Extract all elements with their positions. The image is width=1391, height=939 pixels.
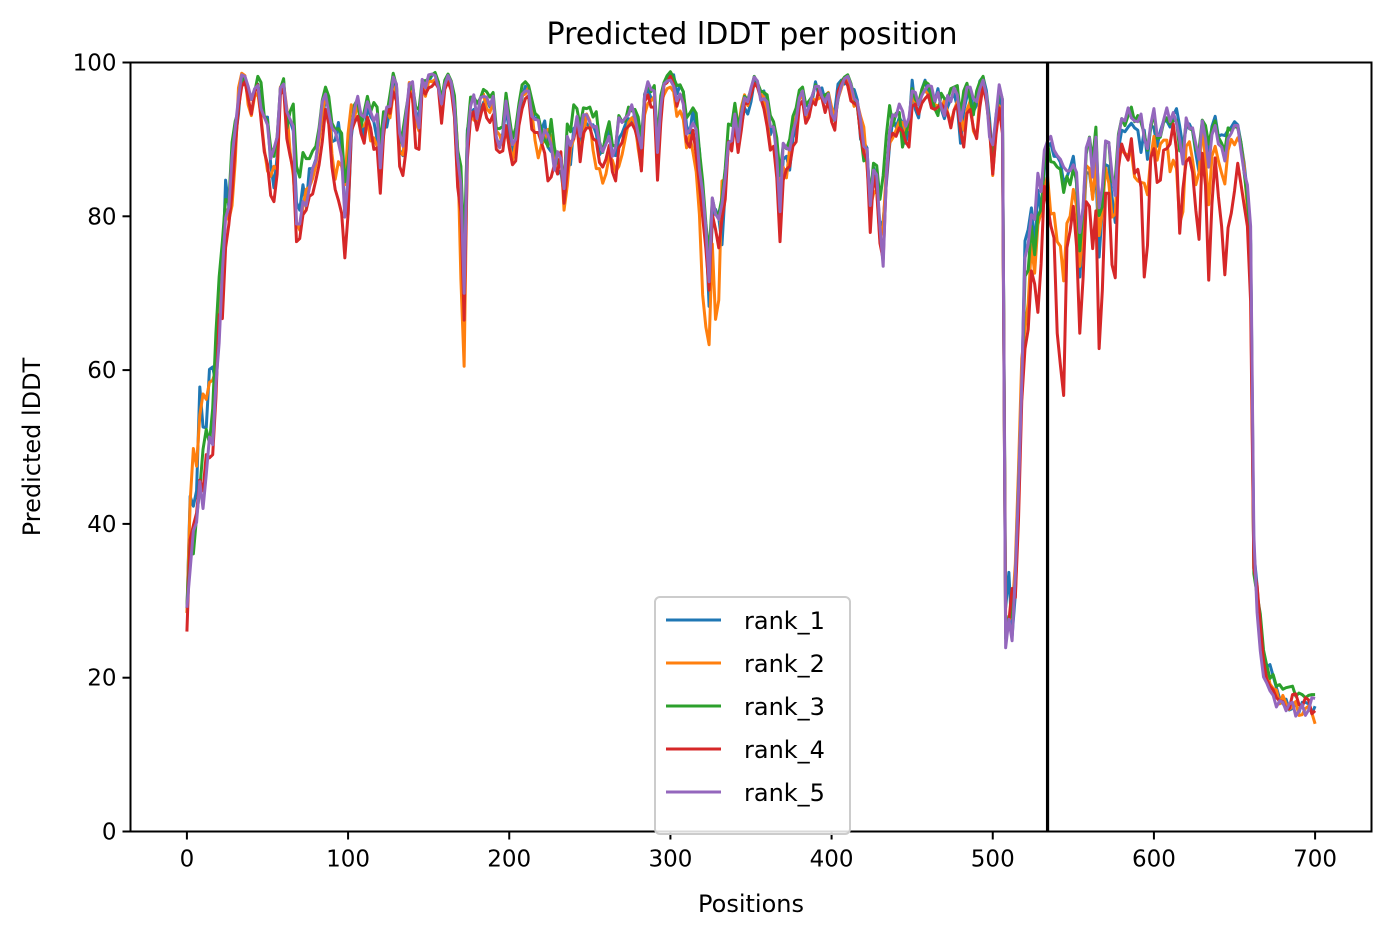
y-axis-ticks: 0 20 40 60 80 100 (73, 51, 131, 846)
chart-title: Predicted lDDT per position (547, 17, 958, 52)
legend-label-rank_1: rank_1 (744, 607, 825, 635)
series-line-rank_1 (185, 71, 1317, 716)
x-tick-label: 300 (648, 847, 692, 873)
x-axis-label: Positions (698, 890, 804, 918)
legend-label-rank_3: rank_3 (744, 693, 825, 721)
x-tick-label: 600 (1132, 847, 1176, 873)
x-tick-label: 700 (1293, 847, 1337, 873)
legend-label-rank_5: rank_5 (744, 779, 825, 807)
y-tick-label: 80 (87, 204, 116, 230)
y-tick-label: 40 (87, 512, 116, 538)
legend-label-rank_2: rank_2 (744, 650, 825, 678)
y-tick-label: 60 (87, 358, 116, 384)
y-tick-label: 100 (73, 51, 117, 77)
x-tick-label: 400 (810, 847, 854, 873)
y-axis-label: Predicted lDDT (18, 357, 46, 536)
y-tick-label: 20 (87, 666, 116, 692)
x-axis-ticks: 0 100 200 300 400 500 600 700 (180, 831, 1337, 873)
legend-box (654, 596, 851, 835)
legend: rank_1 rank_2 rank_3 rank_4 rank_5 (654, 596, 851, 835)
legend-label-rank_4: rank_4 (744, 736, 825, 764)
x-tick-label: 100 (326, 847, 370, 873)
series-group (185, 70, 1317, 725)
series-line-rank_5 (185, 72, 1316, 718)
y-tick-label: 0 (102, 820, 117, 846)
x-tick-label: 500 (971, 847, 1015, 873)
x-tick-label: 0 (180, 847, 195, 873)
series-line-rank_4 (185, 74, 1317, 716)
x-tick-label: 200 (487, 847, 531, 873)
